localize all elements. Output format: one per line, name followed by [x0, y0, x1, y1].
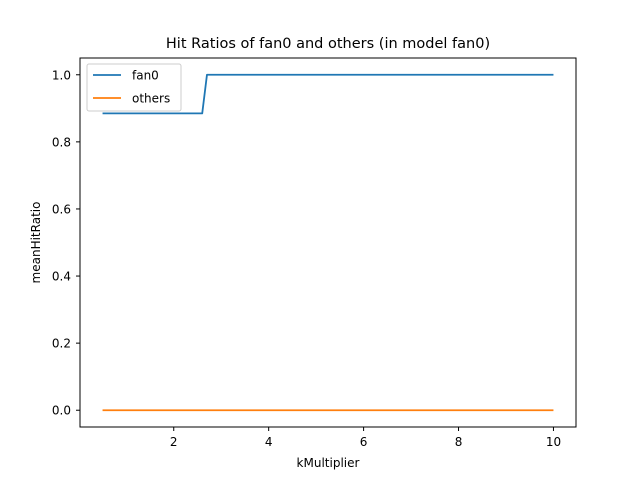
legend-label-1: others: [132, 92, 170, 106]
y-tick-label: 1.0: [52, 68, 71, 82]
y-axis-label: meanHitRatio: [29, 202, 43, 284]
x-tick-label: 10: [546, 435, 561, 449]
x-tick-label: 8: [455, 435, 463, 449]
x-tick-label: 4: [265, 435, 273, 449]
legend: fan0 others: [86, 63, 182, 112]
x-tick-label: 2: [170, 435, 178, 449]
chart-title: Hit Ratios of fan0 and others (in model …: [166, 36, 490, 52]
x-tick-label: 6: [360, 435, 368, 449]
y-tick-label: 0.8: [52, 135, 71, 149]
series-layer: [102, 73, 554, 412]
legend-items: fan0 others: [93, 69, 170, 106]
legend-label-0: fan0: [132, 69, 159, 83]
y-axis-ticks: 0.0 0.2 0.4 0.6 0.8 1.0: [52, 68, 80, 418]
x-axis-ticks: 2 4 6 8 10: [170, 427, 561, 449]
x-axis-label: kMultiplier: [297, 456, 360, 470]
y-tick-label: 0.4: [52, 270, 71, 284]
y-tick-label: 0.6: [52, 202, 71, 216]
y-tick-label: 0.0: [52, 404, 71, 418]
plot-area-frame: [79, 57, 577, 428]
y-tick-label: 0.2: [52, 337, 71, 351]
series-line-0: [102, 73, 554, 115]
